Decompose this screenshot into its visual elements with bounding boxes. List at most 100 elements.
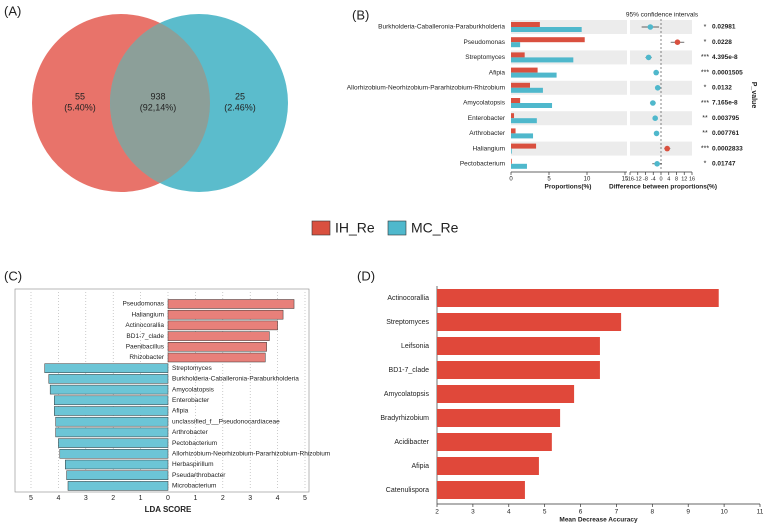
p-value: 0.0002833 — [712, 145, 743, 152]
venn-percent: (2.46%) — [224, 102, 256, 112]
diff-tick-label: -4 — [651, 176, 656, 182]
diff-tick-label: 12 — [681, 176, 687, 182]
panel-label: (D) — [357, 268, 375, 283]
x-tick-label: 5 — [543, 509, 547, 516]
x-axis-title: Proportions(%) — [545, 184, 592, 191]
difference-point — [652, 115, 658, 121]
proportion-bar — [511, 103, 553, 108]
significance: * — [704, 39, 707, 46]
category-label: Streptomyces — [172, 365, 212, 372]
p-value: 0.0132 — [712, 85, 732, 92]
category-label: Pseudomonas — [463, 39, 505, 46]
venn-overlap — [110, 14, 210, 192]
x-tick-label: 15 — [622, 177, 629, 183]
difference-point — [654, 161, 660, 167]
lda-bar — [54, 395, 169, 406]
significance: * — [704, 24, 707, 31]
category-label: Pseudomonas — [122, 301, 164, 308]
x-tick-label: 5 — [547, 177, 551, 183]
category-label: Afipia — [411, 463, 429, 470]
legend-label: IH_Re — [335, 220, 375, 236]
plot-frame — [14, 288, 310, 493]
significance: *** — [701, 69, 709, 76]
venn-percent: (92,14%) — [140, 102, 177, 112]
x-tick-label: 4 — [507, 509, 511, 516]
category-label: Amycolatopsis — [384, 391, 430, 398]
proportion-bar — [511, 82, 530, 88]
category-label: Paenibacillus — [126, 344, 165, 351]
difference-point — [664, 145, 670, 152]
lda-bar — [167, 309, 284, 320]
bar — [437, 313, 622, 331]
diff-tick-label: -16 — [626, 176, 634, 182]
category-label: Bradyrhizobium — [380, 415, 429, 422]
significance: *** — [701, 145, 709, 152]
x-tick-label: 8 — [651, 509, 655, 516]
x-tick-label: 3 — [248, 495, 252, 502]
category-label: Streptomyces — [386, 319, 429, 326]
category-label: Allorhizobium-Neorhizobium-Pararhizobium… — [347, 85, 505, 92]
bar — [437, 361, 600, 379]
x-tick-label: 5 — [303, 495, 307, 502]
proportion-bar — [511, 37, 585, 43]
category-label: Afipia — [172, 408, 189, 415]
venn-percent: (5.40%) — [64, 102, 96, 112]
bar — [437, 433, 552, 451]
x-axis-title: LDA SCORE — [145, 505, 192, 514]
bar — [437, 385, 575, 403]
significance: *** — [701, 100, 709, 107]
lda-bar — [167, 320, 278, 331]
category-label: Amycolatopsis — [172, 386, 215, 393]
category-label: BD1-7_clade — [126, 333, 164, 340]
significance: ** — [702, 130, 708, 137]
bar — [437, 481, 525, 499]
x-tick-label: 11 — [757, 509, 764, 516]
category-label: Burkholderia-Caballeronia-Paraburkholder… — [378, 24, 505, 31]
category-label: Actinocorallia — [387, 295, 429, 302]
proportion-bar — [511, 72, 557, 78]
x-tick-label: 2 — [111, 495, 115, 502]
lda-bar — [167, 299, 295, 309]
difference-point — [645, 54, 652, 61]
lda-bar — [167, 342, 267, 352]
category-label: Rhizobacter — [129, 354, 165, 361]
x-tick-label: 3 — [471, 509, 475, 516]
lda-bar — [54, 406, 169, 416]
lda-bar — [55, 427, 169, 438]
bar — [437, 409, 561, 427]
category-label: Enterobacter — [468, 115, 506, 122]
p-value: 0.02981 — [712, 24, 736, 31]
significance: * — [704, 161, 707, 168]
proportion-bar — [511, 27, 582, 32]
x-tick-label: 6 — [579, 509, 583, 516]
category-label: Afipia — [489, 69, 506, 76]
proportion-bar — [511, 133, 534, 139]
category-label: Burkholderia-Caballeronia-Paraburkholder… — [172, 376, 299, 383]
significance: * — [704, 85, 707, 92]
p-value: 0.007761 — [712, 130, 739, 137]
p-value: 7.165e-8 — [712, 100, 738, 107]
p-value: 0.0228 — [712, 39, 732, 46]
p-value: 0.003795 — [712, 115, 739, 122]
lda-bar — [58, 438, 169, 448]
p-value: 0.0001505 — [712, 69, 743, 76]
x-tick-label: 4 — [56, 495, 60, 502]
x-tick-label: 1 — [193, 495, 197, 502]
x-axis-title: Mean Decrease Accuracy — [559, 517, 638, 524]
category-label: Leifsonia — [401, 343, 429, 350]
row-band — [511, 111, 627, 126]
venn-count: 55 — [75, 91, 85, 101]
lda-bar — [49, 384, 169, 395]
difference-point — [674, 39, 681, 45]
lda-bar — [66, 470, 169, 480]
row-band — [511, 141, 627, 156]
category-label: Enterobacter — [172, 397, 210, 404]
diff-tick-label: -12 — [634, 176, 642, 182]
category-label: Herbaspirillum — [172, 461, 214, 468]
legend-swatch — [387, 220, 407, 236]
diff-tick-label: 8 — [675, 176, 678, 182]
proportion-bar — [511, 158, 512, 164]
x-tick-label: 2 — [221, 495, 225, 502]
diff-axis-title: Difference between proportions(%) — [609, 184, 717, 191]
